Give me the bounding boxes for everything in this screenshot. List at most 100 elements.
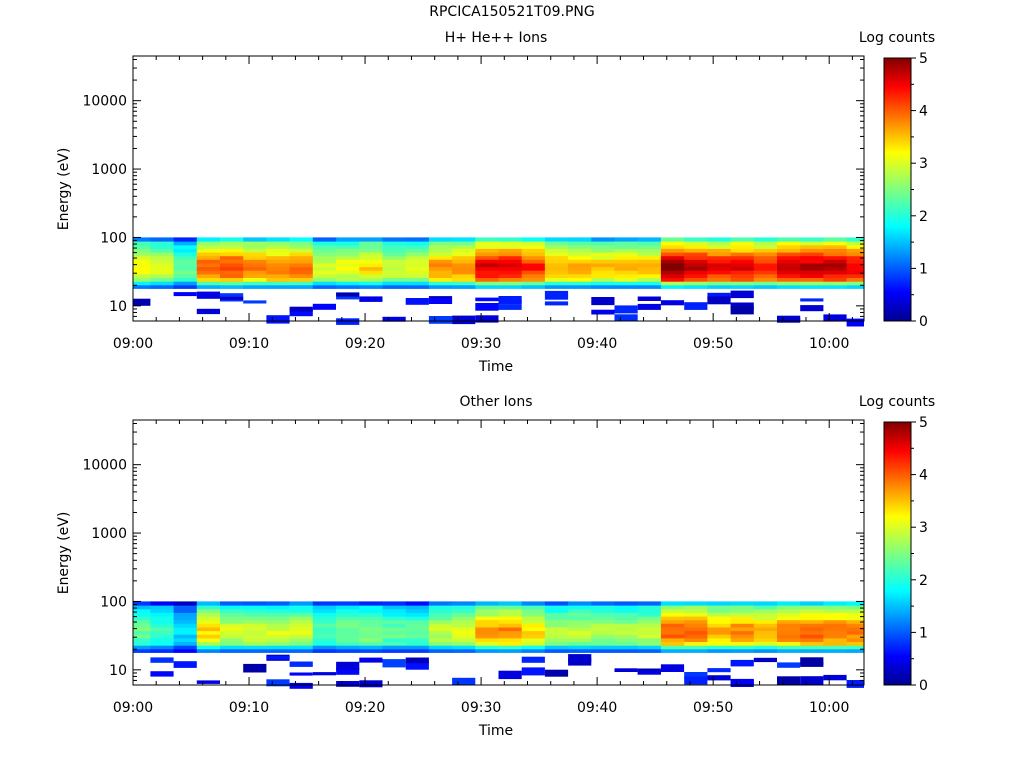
- heatmap-cell: [846, 318, 864, 327]
- heatmap-cell: [521, 252, 546, 257]
- heatmap-cell: [336, 605, 360, 610]
- heatmap-cell: [382, 637, 407, 642]
- heatmap-cell: [614, 601, 639, 606]
- heatmap-cell: [823, 241, 848, 246]
- heatmap-cell: [637, 645, 662, 650]
- heatmap-cell: [173, 608, 198, 613]
- heatmap-cell: [591, 601, 616, 606]
- heatmap-cell: [521, 237, 546, 242]
- heatmap-cell: [591, 626, 616, 632]
- heatmap-cell: [382, 284, 407, 289]
- heatmap-cell: [196, 605, 221, 610]
- heatmap-cell: [823, 608, 848, 613]
- heatmap-cell: [823, 616, 848, 621]
- heatmap-cell: [405, 284, 430, 289]
- heatmap-cell: [568, 630, 592, 635]
- heatmap-cell: [133, 259, 151, 264]
- heatmap-cell: [359, 645, 384, 650]
- heatmap-cell: [544, 630, 569, 635]
- heatmap-cell: [405, 237, 430, 242]
- heatmap-cell: [707, 252, 732, 257]
- heatmap-cell: [266, 262, 291, 268]
- heatmap-cell: [405, 634, 430, 639]
- y-tick-label: 100: [100, 230, 127, 246]
- heatmap-cell: [521, 648, 546, 653]
- heatmap-cell: [568, 608, 592, 613]
- heatmap-cell: [684, 601, 708, 606]
- heatmap-cell: [173, 626, 198, 632]
- heatmap-cell: [568, 637, 592, 642]
- heatmap-cell: [591, 608, 616, 613]
- heatmap-cell: [312, 616, 337, 621]
- heatmap-cell: [660, 645, 685, 650]
- heatmap-cell: [405, 252, 430, 257]
- heatmap-cell: [405, 637, 430, 642]
- heatmap-cell: [800, 623, 824, 628]
- heatmap-cell: [150, 648, 175, 653]
- heatmap-cell: [800, 637, 824, 642]
- heatmap-cell: [660, 237, 685, 242]
- heatmap-cell: [637, 277, 662, 282]
- heatmap-cell: [660, 277, 685, 282]
- heatmap-cell: [452, 641, 476, 646]
- heatmap-cell: [452, 626, 476, 632]
- heatmap-cell: [475, 616, 500, 621]
- heatmap-cell: [173, 601, 198, 606]
- heatmap-cell: [637, 270, 662, 275]
- heatmap-cell: [521, 270, 546, 275]
- heatmap-cell: [173, 252, 198, 257]
- heatmap-cell: [196, 248, 221, 253]
- heatmap-cell: [800, 252, 824, 257]
- heatmap-cell: [220, 270, 244, 275]
- x-tick-label: 09:20: [345, 700, 385, 716]
- heatmap-cell: [428, 248, 453, 253]
- heatmap-cell: [266, 630, 291, 635]
- heatmap-cell: [684, 244, 708, 249]
- heatmap-cell: [336, 681, 360, 687]
- heatmap-cell: [133, 608, 151, 613]
- heatmap-cell: [220, 262, 244, 268]
- heatmap-cell: [428, 255, 453, 260]
- colorbar-tick-label: 4: [919, 104, 928, 120]
- heatmap-cell: [823, 284, 848, 289]
- heatmap-cell: [150, 252, 175, 257]
- heatmap-cell: [777, 662, 801, 668]
- heatmap-cell: [150, 237, 175, 242]
- heatmap-cell: [266, 237, 291, 242]
- y-axis-label: Energy (eV): [56, 512, 72, 595]
- heatmap-cell: [637, 273, 662, 278]
- heatmap-cell: [475, 297, 499, 302]
- heatmap-cell: [173, 237, 198, 242]
- heatmap-cell: [405, 623, 430, 628]
- heatmap-cell: [382, 273, 407, 278]
- heatmap-cell: [660, 664, 685, 672]
- heatmap-cell: [498, 277, 523, 282]
- heatmap-cell: [660, 270, 685, 275]
- heatmap-cell: [359, 626, 384, 632]
- heatmap-cell: [266, 252, 291, 257]
- heatmap-cell: [266, 634, 291, 639]
- heatmap-cell: [452, 281, 476, 286]
- heatmap-cell: [684, 645, 708, 650]
- heatmap-cell: [568, 255, 592, 260]
- heatmap-cell: [359, 601, 384, 606]
- heatmap-cell: [452, 255, 476, 260]
- heatmap-cell: [614, 616, 639, 621]
- heatmap-cell: [730, 306, 754, 315]
- heatmap-cell: [684, 612, 708, 617]
- heatmap-cell: [475, 630, 500, 635]
- heatmap-cell: [243, 266, 267, 271]
- colorbar-tick-label: 4: [919, 468, 928, 484]
- heatmap-cell: [730, 262, 755, 268]
- heatmap-cell: [196, 608, 221, 613]
- heatmap-cell: [336, 237, 360, 242]
- heatmap-cell: [498, 296, 522, 305]
- heatmap-cell: [568, 266, 592, 271]
- colorbar-label: Log counts: [859, 394, 935, 410]
- heatmap-cell: [707, 259, 732, 264]
- heatmap-cell: [173, 281, 198, 286]
- heatmap-cell: [428, 316, 453, 324]
- heatmap-cell: [846, 634, 865, 639]
- heatmap-cell: [428, 244, 453, 249]
- heatmap-cell: [220, 626, 244, 632]
